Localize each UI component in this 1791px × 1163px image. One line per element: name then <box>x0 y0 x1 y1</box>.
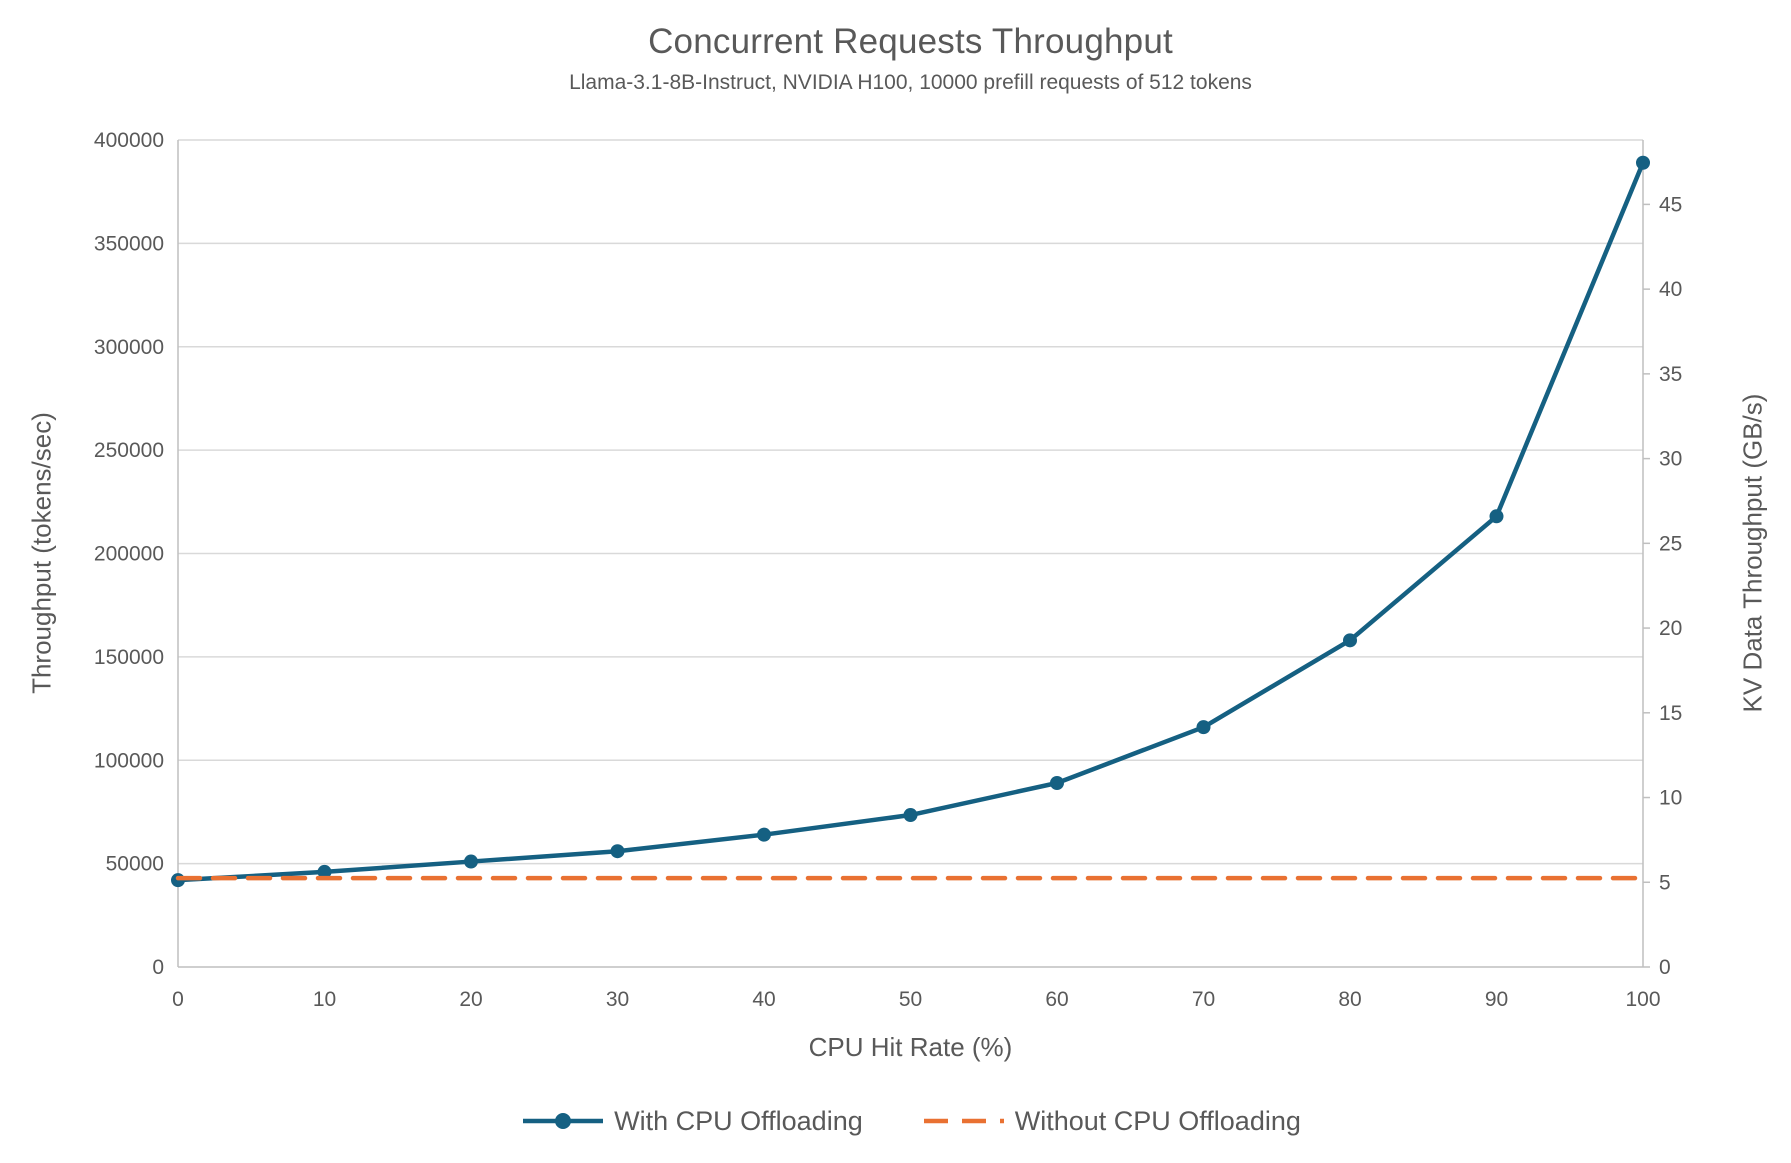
x-axis-tick-label: 20 <box>459 988 482 1011</box>
left-axis-tick-label: 400000 <box>94 129 164 152</box>
data-point <box>757 827 771 842</box>
x-axis-title: CPU Hit Rate (%) <box>808 1032 1013 1062</box>
right-axis-tick-label: 20 <box>1659 617 1682 640</box>
data-point <box>1343 633 1357 648</box>
chart-title: Concurrent Requests Throughput <box>648 22 1173 61</box>
data-point <box>903 808 918 823</box>
data-point <box>464 854 478 869</box>
legend-label: Without CPU Offloading <box>1014 1105 1301 1136</box>
right-axis-tick-label: 30 <box>1659 448 1682 471</box>
x-axis-tick-label: 50 <box>899 988 922 1011</box>
legend-label: With CPU Offloading <box>614 1105 863 1136</box>
right-axis-tick-label: 10 <box>1659 787 1682 810</box>
right-axis-tick-label: 0 <box>1659 956 1671 979</box>
chart-subtitle: Llama-3.1-8B-Instruct, NVIDIA H100, 1000… <box>569 71 1252 94</box>
left-axis-tick-label: 300000 <box>94 336 164 359</box>
data-point <box>1050 775 1064 790</box>
legend-item-with-cpu-offloading: With CPU Offloading <box>520 1106 863 1137</box>
data-point <box>610 844 625 859</box>
legend-item-without-cpu-offloading: Without CPU Offloading <box>921 1106 1301 1137</box>
left-axis-tick-label: 50000 <box>106 853 164 876</box>
right-axis-tick-label: 40 <box>1659 278 1682 301</box>
legend-marker-dashed-line-icon <box>923 1118 1004 1124</box>
left-axis-tick-label: 0 <box>152 956 164 979</box>
right-axis-title: KV Data Throughput (GB/s) <box>1737 393 1768 713</box>
series-line-0 <box>175 160 1646 883</box>
left-axis-tick-label: 200000 <box>94 543 164 566</box>
left-axis-tick-label: 250000 <box>94 439 164 462</box>
right-axis-tick-label: 35 <box>1659 363 1682 386</box>
data-point <box>1196 720 1211 735</box>
left-axis-tick-label: 350000 <box>94 232 164 255</box>
data-point <box>1636 155 1650 170</box>
right-axis-tick-label: 25 <box>1659 532 1682 555</box>
x-axis-tick-label: 10 <box>313 988 336 1011</box>
right-axis-tick-label: 5 <box>1659 871 1671 894</box>
right-axis-tick-label: 45 <box>1659 193 1682 216</box>
x-axis-tick-label: 80 <box>1338 988 1361 1011</box>
x-axis-tick-label: 70 <box>1192 988 1215 1011</box>
left-axis-tick-label: 100000 <box>94 749 164 772</box>
x-axis-tick-label: 30 <box>606 988 629 1011</box>
x-axis-tick-label: 0 <box>172 988 184 1011</box>
x-axis-tick-label: 40 <box>752 988 775 1011</box>
x-axis-tick-label: 60 <box>1045 988 1068 1011</box>
legend: With CPU Offloading Without CPU Offloadi… <box>178 1096 1643 1146</box>
data-point <box>1489 509 1504 524</box>
left-axis-title: Throughput (tokens/sec) <box>26 412 57 694</box>
x-axis-tick-label: 100 <box>1625 988 1660 1011</box>
data-point <box>317 864 332 879</box>
left-axis-tick-label: 150000 <box>94 646 164 669</box>
x-axis-tick-label: 90 <box>1485 988 1508 1011</box>
legend-marker-line-dot-icon <box>523 1113 604 1129</box>
right-axis-tick-label: 15 <box>1659 702 1682 725</box>
